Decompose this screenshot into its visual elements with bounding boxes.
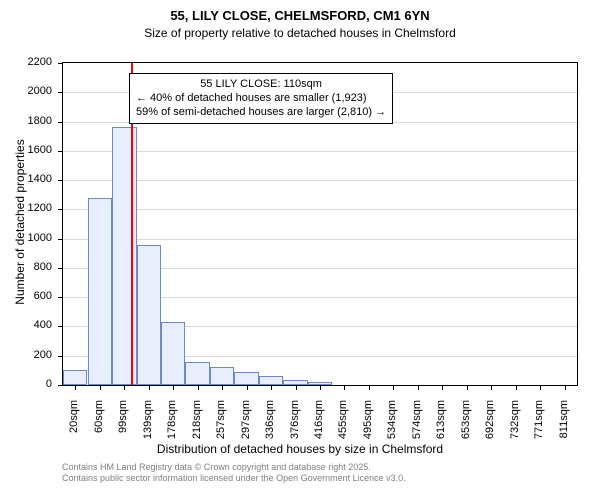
y-tick-mark — [58, 180, 63, 181]
y-tick-mark — [58, 326, 63, 327]
x-tick-label: 139sqm — [142, 400, 154, 448]
y-tick-label: 800 — [0, 261, 52, 273]
histogram-bar — [234, 372, 258, 385]
x-tick-mark — [418, 385, 419, 390]
histogram-chart: 55, LILY CLOSE, CHELMSFORD, CM1 6YN Size… — [0, 0, 600, 500]
x-tick-mark — [467, 385, 468, 390]
annotation-line: ← 40% of detached houses are smaller (1,… — [136, 92, 386, 106]
x-tick-label: 336sqm — [264, 400, 276, 448]
y-tick-label: 2200 — [0, 56, 52, 68]
gridline — [63, 151, 577, 152]
x-tick-label: 495sqm — [362, 400, 374, 448]
y-tick-label: 0 — [0, 378, 52, 390]
x-tick-label: 732sqm — [509, 400, 521, 448]
x-tick-label: 455sqm — [337, 400, 349, 448]
y-tick-mark — [58, 63, 63, 64]
y-tick-mark — [58, 356, 63, 357]
y-tick-mark — [58, 297, 63, 298]
y-tick-label: 1200 — [0, 202, 52, 214]
x-tick-mark — [565, 385, 566, 390]
y-tick-label: 1600 — [0, 144, 52, 156]
x-tick-mark — [100, 385, 101, 390]
annotation-box: 55 LILY CLOSE: 110sqm← 40% of detached h… — [129, 73, 393, 124]
y-tick-label: 600 — [0, 290, 52, 302]
y-tick-label: 1000 — [0, 232, 52, 244]
x-tick-mark — [247, 385, 248, 390]
x-tick-mark — [173, 385, 174, 390]
x-tick-label: 416sqm — [313, 400, 325, 448]
gridline — [63, 209, 577, 210]
x-tick-label: 297sqm — [240, 400, 252, 448]
y-tick-mark — [58, 122, 63, 123]
histogram-bar — [259, 376, 283, 385]
x-tick-mark — [369, 385, 370, 390]
gridline — [63, 239, 577, 240]
y-tick-mark — [58, 92, 63, 93]
x-tick-mark — [442, 385, 443, 390]
footer-line-1: Contains HM Land Registry data © Crown c… — [62, 462, 406, 473]
histogram-bar — [112, 127, 136, 385]
annotation-line: 59% of semi-detached houses are larger (… — [136, 106, 386, 120]
y-tick-mark — [58, 151, 63, 152]
y-tick-label: 1400 — [0, 173, 52, 185]
histogram-bar — [185, 362, 209, 385]
x-tick-label: 257sqm — [215, 400, 227, 448]
histogram-bar — [63, 370, 87, 385]
histogram-bar — [88, 198, 112, 385]
x-tick-mark — [491, 385, 492, 390]
x-tick-mark — [124, 385, 125, 390]
x-tick-label: 178sqm — [166, 400, 178, 448]
y-tick-mark — [58, 268, 63, 269]
histogram-bar — [161, 322, 185, 385]
x-tick-mark — [296, 385, 297, 390]
x-tick-label: 376sqm — [289, 400, 301, 448]
y-tick-mark — [58, 209, 63, 210]
histogram-bar — [210, 367, 234, 385]
gridline — [63, 180, 577, 181]
x-tick-label: 613sqm — [435, 400, 447, 448]
x-tick-label: 20sqm — [68, 400, 80, 448]
x-tick-label: 771sqm — [533, 400, 545, 448]
y-tick-label: 400 — [0, 319, 52, 331]
x-tick-mark — [516, 385, 517, 390]
footer-attribution: Contains HM Land Registry data © Crown c… — [62, 462, 406, 485]
x-tick-mark — [271, 385, 272, 390]
x-tick-label: 692sqm — [484, 400, 496, 448]
x-tick-mark — [320, 385, 321, 390]
x-tick-label: 653sqm — [460, 400, 472, 448]
y-tick-label: 200 — [0, 349, 52, 361]
y-tick-label: 1800 — [0, 115, 52, 127]
x-tick-mark — [149, 385, 150, 390]
y-tick-mark — [58, 385, 63, 386]
y-tick-label: 2000 — [0, 85, 52, 97]
x-tick-mark — [540, 385, 541, 390]
chart-subtitle: Size of property relative to detached ho… — [0, 26, 600, 40]
x-tick-label: 99sqm — [117, 400, 129, 448]
y-tick-mark — [58, 239, 63, 240]
x-tick-mark — [198, 385, 199, 390]
x-tick-label: 218sqm — [191, 400, 203, 448]
x-tick-mark — [222, 385, 223, 390]
chart-title: 55, LILY CLOSE, CHELMSFORD, CM1 6YN — [0, 8, 600, 23]
x-tick-mark — [75, 385, 76, 390]
x-tick-mark — [344, 385, 345, 390]
histogram-bar — [137, 245, 161, 386]
x-tick-label: 811sqm — [558, 400, 570, 448]
x-tick-label: 534sqm — [386, 400, 398, 448]
x-tick-mark — [393, 385, 394, 390]
plot-area: 55 LILY CLOSE: 110sqm← 40% of detached h… — [62, 62, 578, 386]
x-tick-label: 60sqm — [93, 400, 105, 448]
footer-line-2: Contains public sector information licen… — [62, 473, 406, 484]
annotation-line: 55 LILY CLOSE: 110sqm — [136, 78, 386, 92]
x-tick-label: 574sqm — [411, 400, 423, 448]
